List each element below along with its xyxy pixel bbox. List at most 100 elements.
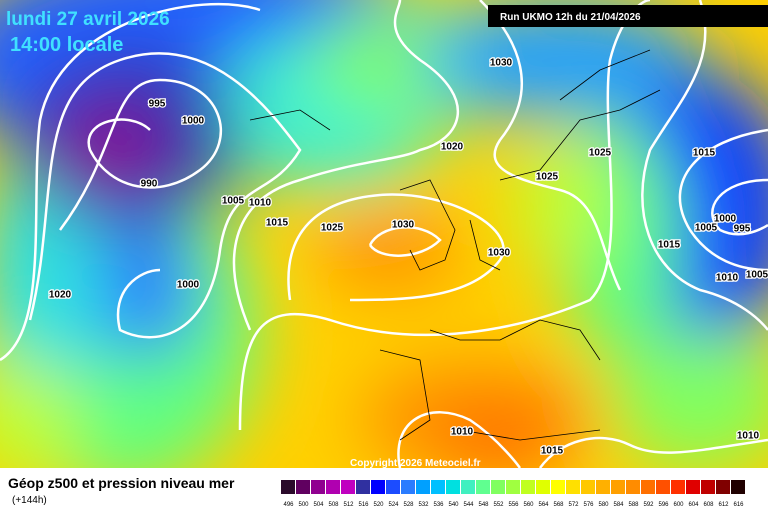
scale-swatch bbox=[551, 480, 565, 494]
scale-swatch bbox=[536, 480, 550, 494]
scale-swatch bbox=[596, 480, 610, 494]
scale-label: 532 bbox=[418, 502, 429, 508]
scale-swatch bbox=[656, 480, 670, 494]
isobar-label: 1005 bbox=[695, 223, 718, 234]
scale-label: 584 bbox=[613, 502, 624, 508]
scale-swatch bbox=[296, 480, 310, 494]
isobar-label: 1015 bbox=[693, 148, 716, 159]
date-label: lundi 27 avril 2026 bbox=[6, 9, 170, 30]
copyright: Copyright 2026 Meteociel.fr bbox=[350, 458, 481, 469]
scale-swatch bbox=[461, 480, 475, 494]
color-scale: 496 500 504 508 512 516 520 524 528 532 536 540 544 5… bbox=[281, 480, 745, 508]
scale-swatch bbox=[641, 480, 655, 494]
scale-swatch bbox=[701, 480, 715, 494]
isobar-label: 1005 bbox=[222, 196, 245, 207]
isobar-label: 990 bbox=[141, 179, 158, 190]
isobar bbox=[711, 178, 768, 236]
scale-label: 548 bbox=[478, 502, 489, 508]
scale-label: 556 bbox=[508, 502, 519, 508]
scale-swatch bbox=[416, 480, 430, 494]
isobar bbox=[28, 52, 302, 339]
scale-label: 592 bbox=[643, 502, 654, 508]
scale-swatch bbox=[281, 480, 295, 494]
scale-label: 512 bbox=[343, 502, 354, 508]
isobar-label: 1015 bbox=[658, 240, 681, 251]
isobar-label: 1025 bbox=[536, 172, 559, 183]
scale-swatch bbox=[431, 480, 445, 494]
scale-swatch bbox=[566, 480, 580, 494]
scale-label: 588 bbox=[628, 502, 639, 508]
scale-label: 604 bbox=[688, 502, 699, 508]
isobar-label: 1020 bbox=[441, 142, 464, 153]
scale-swatch bbox=[341, 480, 355, 494]
isobar-label: 1015 bbox=[266, 218, 289, 229]
run-box bbox=[488, 5, 768, 27]
isobar-label: 1000 bbox=[182, 116, 205, 127]
coastlines bbox=[249, 49, 661, 441]
scale-label: 568 bbox=[553, 502, 564, 508]
isobar-label: 1030 bbox=[490, 58, 513, 69]
scale-swatch bbox=[611, 480, 625, 494]
isobar bbox=[479, 0, 622, 291]
scale-swatch bbox=[371, 480, 385, 494]
scale-label: 528 bbox=[403, 502, 414, 508]
scale-label: 520 bbox=[373, 502, 384, 508]
scale-swatch bbox=[581, 480, 595, 494]
scale-label: 552 bbox=[493, 502, 504, 508]
scale-label: 576 bbox=[583, 502, 594, 508]
scale-label: 560 bbox=[523, 502, 534, 508]
scale-label: 504 bbox=[313, 502, 324, 508]
scale-swatch bbox=[731, 480, 745, 494]
scale-swatch bbox=[446, 480, 460, 494]
isobar bbox=[287, 193, 505, 302]
isobar bbox=[641, 0, 768, 331]
scale-label: 496 bbox=[283, 502, 294, 508]
scale-label: 616 bbox=[733, 502, 744, 508]
time-label: 14:00 locale bbox=[10, 34, 123, 56]
scale-swatch bbox=[311, 480, 325, 494]
legend-subtitle: (+144h) bbox=[12, 495, 47, 506]
scale-label: 524 bbox=[388, 502, 399, 508]
scale-swatch bbox=[491, 480, 505, 494]
isobar bbox=[238, 0, 651, 431]
isobar bbox=[232, 0, 460, 331]
isobar bbox=[0, 3, 261, 362]
isobar bbox=[397, 411, 522, 468]
scale-swatch bbox=[401, 480, 415, 494]
isobar-label: 1020 bbox=[49, 290, 72, 301]
scale-swatch bbox=[521, 480, 535, 494]
isobar-label: 1030 bbox=[488, 248, 511, 259]
scale-swatch bbox=[671, 480, 685, 494]
scale-swatch bbox=[386, 480, 400, 494]
isobar-label: 1010 bbox=[249, 198, 272, 209]
isobar-label: 1005 bbox=[746, 270, 768, 281]
legend-title: Géop z500 et pression niveau mer bbox=[8, 475, 235, 491]
isobar-label: 1010 bbox=[716, 273, 739, 284]
isobar-label: 995 bbox=[734, 224, 751, 235]
isobar-label: 1025 bbox=[589, 148, 612, 159]
scale-label: 572 bbox=[568, 502, 579, 508]
scale-label: 540 bbox=[448, 502, 459, 508]
scale-swatch bbox=[686, 480, 700, 494]
isobar bbox=[538, 436, 768, 468]
isobar-labels: 995 1000 990 1005 1010 1015 1025 1030 1020 1030 10… bbox=[48, 56, 768, 458]
isobar-label: 1000 bbox=[177, 280, 200, 291]
run-label: Run UKMO 12h du 21/04/2026 bbox=[500, 12, 641, 23]
isobar-label: 1025 bbox=[321, 223, 344, 234]
map-field bbox=[0, 0, 768, 468]
scale-label: 564 bbox=[538, 502, 549, 508]
isobar-label: 1010 bbox=[451, 427, 474, 438]
scale-label: 544 bbox=[463, 502, 474, 508]
scale-label: 600 bbox=[673, 502, 684, 508]
isobar-label: 1015 bbox=[541, 446, 564, 457]
scale-swatch bbox=[506, 480, 520, 494]
scale-label: 596 bbox=[658, 502, 669, 508]
scale-label: 516 bbox=[358, 502, 369, 508]
isobar bbox=[368, 226, 442, 257]
isobar-label: 1010 bbox=[737, 431, 760, 442]
isobar bbox=[58, 78, 223, 231]
scale-swatch bbox=[326, 480, 340, 494]
isobar bbox=[678, 128, 768, 272]
scale-swatch bbox=[476, 480, 490, 494]
scale-label: 580 bbox=[598, 502, 609, 508]
